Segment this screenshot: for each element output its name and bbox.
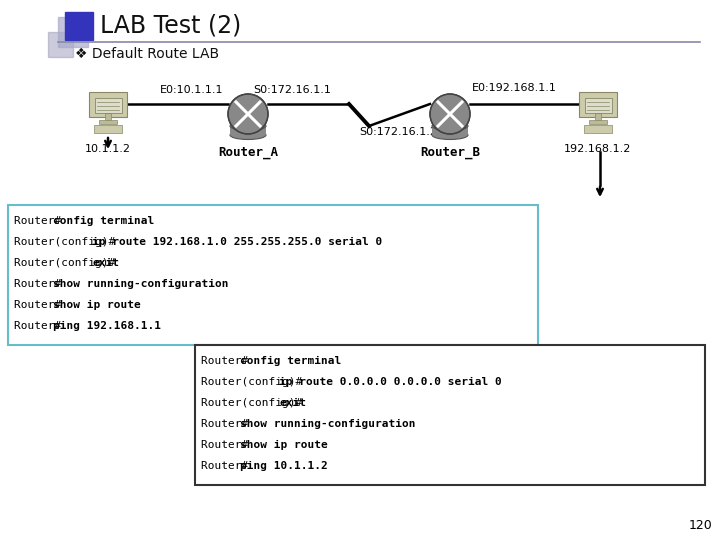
Bar bbox=[589, 120, 607, 124]
Text: Router#: Router# bbox=[201, 356, 255, 366]
FancyBboxPatch shape bbox=[579, 92, 617, 117]
Text: show running-configuration: show running-configuration bbox=[53, 279, 228, 289]
Text: Router(config)#: Router(config)# bbox=[201, 377, 309, 387]
Bar bbox=[58, 17, 88, 47]
Ellipse shape bbox=[432, 122, 468, 131]
Text: Router#: Router# bbox=[201, 461, 255, 471]
Text: show running-configuration: show running-configuration bbox=[240, 419, 415, 429]
Text: Router(config)#: Router(config)# bbox=[14, 258, 122, 268]
Text: LAB Test (2): LAB Test (2) bbox=[100, 14, 241, 38]
Text: ip route 192.168.1.0 255.255.255.0 serial 0: ip route 192.168.1.0 255.255.255.0 seria… bbox=[92, 237, 382, 247]
Text: 10.1.1.2: 10.1.1.2 bbox=[85, 144, 131, 154]
Bar bbox=[230, 126, 266, 135]
Bar bbox=[94, 98, 122, 113]
Circle shape bbox=[430, 94, 470, 134]
FancyBboxPatch shape bbox=[89, 92, 127, 117]
Text: S0:172.16.1.1: S0:172.16.1.1 bbox=[253, 85, 331, 95]
Text: Router#: Router# bbox=[14, 279, 68, 289]
Text: 120: 120 bbox=[688, 519, 712, 532]
Bar bbox=[105, 113, 111, 120]
Text: ping 10.1.1.2: ping 10.1.1.2 bbox=[240, 461, 328, 471]
Text: ip route 0.0.0.0 0.0.0.0 serial 0: ip route 0.0.0.0 0.0.0.0 serial 0 bbox=[279, 377, 502, 387]
Text: Router#: Router# bbox=[14, 321, 68, 331]
Text: Router#: Router# bbox=[14, 300, 68, 310]
Text: ping 192.168.1.1: ping 192.168.1.1 bbox=[53, 321, 161, 331]
Text: Router(config)#: Router(config)# bbox=[14, 237, 122, 247]
Circle shape bbox=[228, 94, 268, 134]
Text: ❖ Default Route LAB: ❖ Default Route LAB bbox=[75, 47, 219, 61]
Text: Router_B: Router_B bbox=[420, 146, 480, 159]
FancyBboxPatch shape bbox=[584, 125, 612, 132]
Bar bbox=[65, 12, 93, 40]
Bar bbox=[48, 32, 73, 57]
FancyBboxPatch shape bbox=[195, 345, 705, 485]
Text: exit: exit bbox=[279, 398, 306, 408]
Text: config terminal: config terminal bbox=[240, 356, 341, 366]
Ellipse shape bbox=[230, 122, 266, 131]
Text: show ip route: show ip route bbox=[53, 300, 141, 310]
Text: S0:172.16.1.2: S0:172.16.1.2 bbox=[359, 127, 437, 137]
Text: Router(config)#: Router(config)# bbox=[201, 398, 309, 408]
Bar bbox=[432, 126, 468, 135]
Text: E0:10.1.1.1: E0:10.1.1.1 bbox=[160, 85, 223, 95]
Text: config terminal: config terminal bbox=[53, 216, 154, 226]
FancyBboxPatch shape bbox=[8, 205, 538, 345]
Bar bbox=[595, 113, 600, 120]
Text: Router#: Router# bbox=[201, 419, 255, 429]
Text: show ip route: show ip route bbox=[240, 440, 328, 450]
Bar bbox=[585, 98, 611, 113]
Text: Router#: Router# bbox=[201, 440, 255, 450]
Text: Router#: Router# bbox=[14, 216, 68, 226]
Text: Router_A: Router_A bbox=[218, 146, 278, 159]
Ellipse shape bbox=[230, 131, 266, 139]
Bar bbox=[99, 120, 117, 124]
Text: 192.168.1.2: 192.168.1.2 bbox=[564, 144, 631, 154]
Text: exit: exit bbox=[92, 258, 119, 268]
Ellipse shape bbox=[432, 131, 468, 139]
FancyBboxPatch shape bbox=[94, 125, 122, 132]
Text: E0:192.168.1.1: E0:192.168.1.1 bbox=[472, 83, 557, 93]
